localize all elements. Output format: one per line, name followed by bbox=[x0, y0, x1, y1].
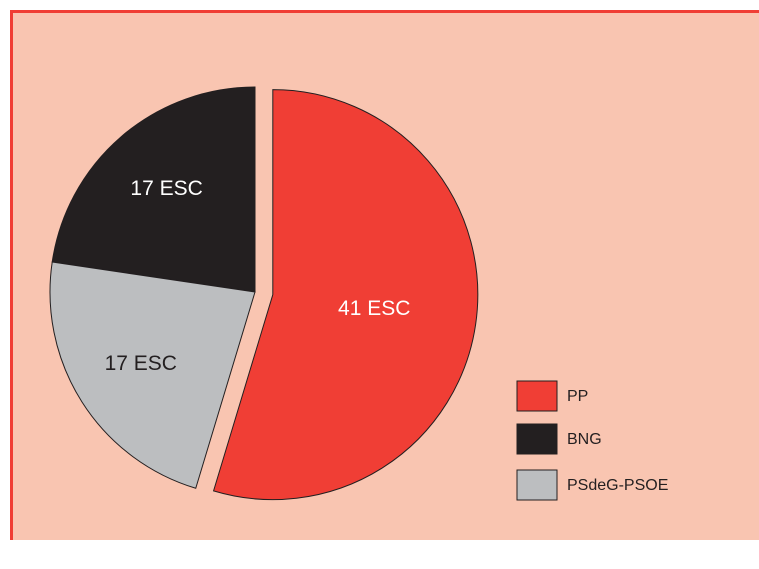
slice-label: 41 ESC bbox=[338, 297, 410, 320]
legend-label: PSdeG-PSOE bbox=[567, 477, 668, 494]
slice-label: 17 ESC bbox=[130, 177, 202, 200]
pie-slice bbox=[212, 89, 479, 501]
legend-swatch bbox=[516, 469, 558, 501]
legend-swatch bbox=[516, 380, 558, 412]
legend-label: PP bbox=[567, 388, 588, 405]
slice-label: 17 ESC bbox=[105, 352, 177, 375]
pie-slice bbox=[51, 86, 256, 293]
legend-swatch bbox=[516, 423, 558, 455]
pie-slice bbox=[49, 261, 256, 489]
legend-label: BNG bbox=[567, 431, 602, 448]
